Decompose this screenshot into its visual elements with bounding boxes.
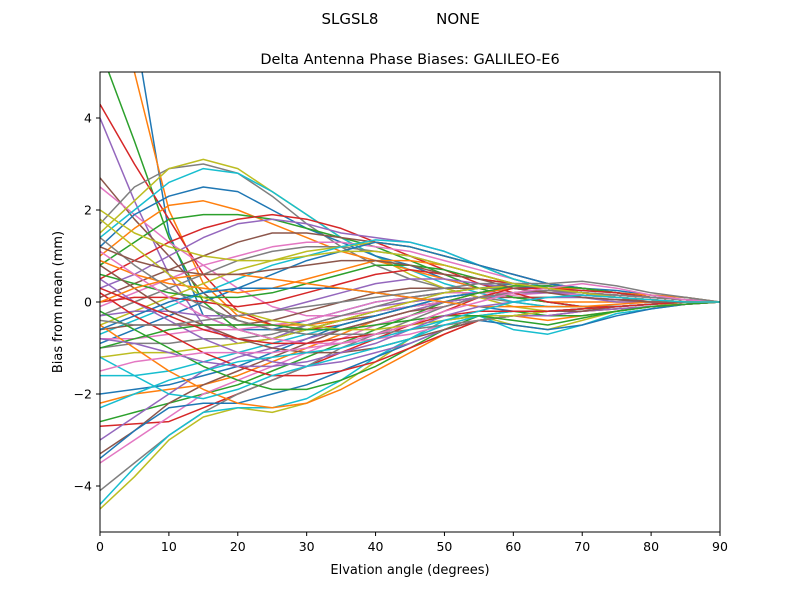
series-line-s57	[100, 282, 720, 372]
series-line-s08	[100, 163, 720, 308]
series-line-s53	[100, 301, 720, 349]
series-line-s42	[100, 301, 720, 409]
suptitle-left: SLGSL8	[322, 10, 379, 28]
x-tick-label: 50	[436, 539, 452, 554]
x-tick-label: 10	[161, 539, 177, 554]
y-tick-label: 0	[84, 295, 92, 310]
x-tick-label: 0	[96, 539, 104, 554]
x-axis-ticks: 0 10 20 30 40 50 60 70 80 90	[96, 532, 728, 554]
x-tick-label: 70	[574, 539, 590, 554]
y-tick-label: 4	[84, 111, 92, 126]
y-tick-label: −4	[74, 479, 92, 494]
y-tick-label: −2	[74, 387, 92, 402]
x-tick-label: 30	[299, 539, 315, 554]
series-layer	[100, 72, 720, 510]
series-line-s45	[100, 278, 720, 368]
x-tick-label: 90	[712, 539, 728, 554]
x-tick-label: 20	[230, 539, 246, 554]
plot-area-frame	[99, 71, 721, 533]
suptitle-right: NONE	[436, 10, 480, 28]
series-line-s58	[100, 280, 720, 326]
y-axis-ticks: −4 −2 0 2 4	[74, 111, 100, 494]
x-axis-label: Elvation angle (degrees)	[330, 563, 489, 578]
x-tick-label: 60	[505, 539, 521, 554]
x-tick-label: 80	[643, 539, 659, 554]
x-tick-label: 40	[368, 539, 384, 554]
y-tick-label: 2	[84, 203, 92, 218]
chart-title: Delta Antenna Phase Biases: GALILEO-E6	[260, 52, 559, 68]
y-axis-label: Bias from mean (mm)	[51, 231, 66, 373]
series-line-s37	[100, 289, 720, 464]
series-line-s60	[100, 294, 720, 409]
series-line-s56	[100, 246, 720, 303]
series-line-s40	[100, 301, 720, 505]
